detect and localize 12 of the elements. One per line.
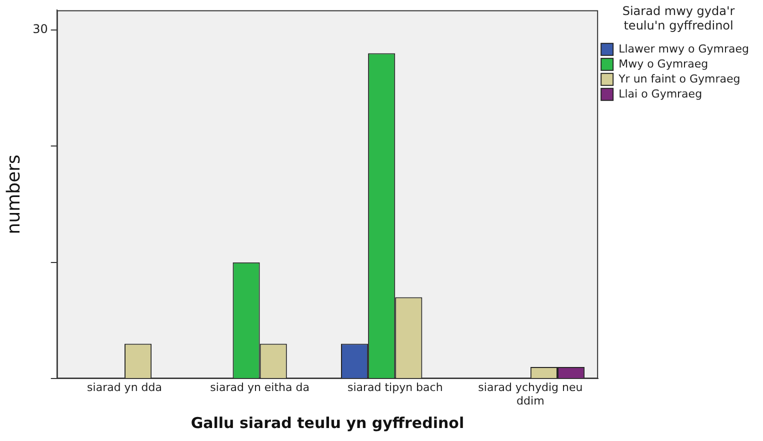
x-tick-label: siarad ychydig neu ddim — [478, 381, 583, 408]
legend-label: Yr un faint o Gymraeg — [618, 72, 740, 86]
legend-label: Llai o Gymraeg — [618, 87, 702, 100]
x-axis-title: Gallu siarad teulu yn gyffredinol — [190, 414, 464, 432]
x-tick-label: siarad tipyn bach — [347, 381, 443, 394]
y-axis-title: numbers — [3, 154, 24, 234]
x-tick-label: siarad yn eitha da — [210, 381, 310, 394]
y-tick-label: 30 — [32, 22, 48, 36]
x-tick-label: siarad yn dda — [87, 381, 162, 394]
legend-label: Llawer mwy o Gymraeg — [618, 42, 750, 56]
legend-title: Siarad mwy gyda'r teulu'n gyffredinol — [622, 4, 735, 33]
legend-label: Mwy o Gymraeg — [618, 57, 708, 70]
